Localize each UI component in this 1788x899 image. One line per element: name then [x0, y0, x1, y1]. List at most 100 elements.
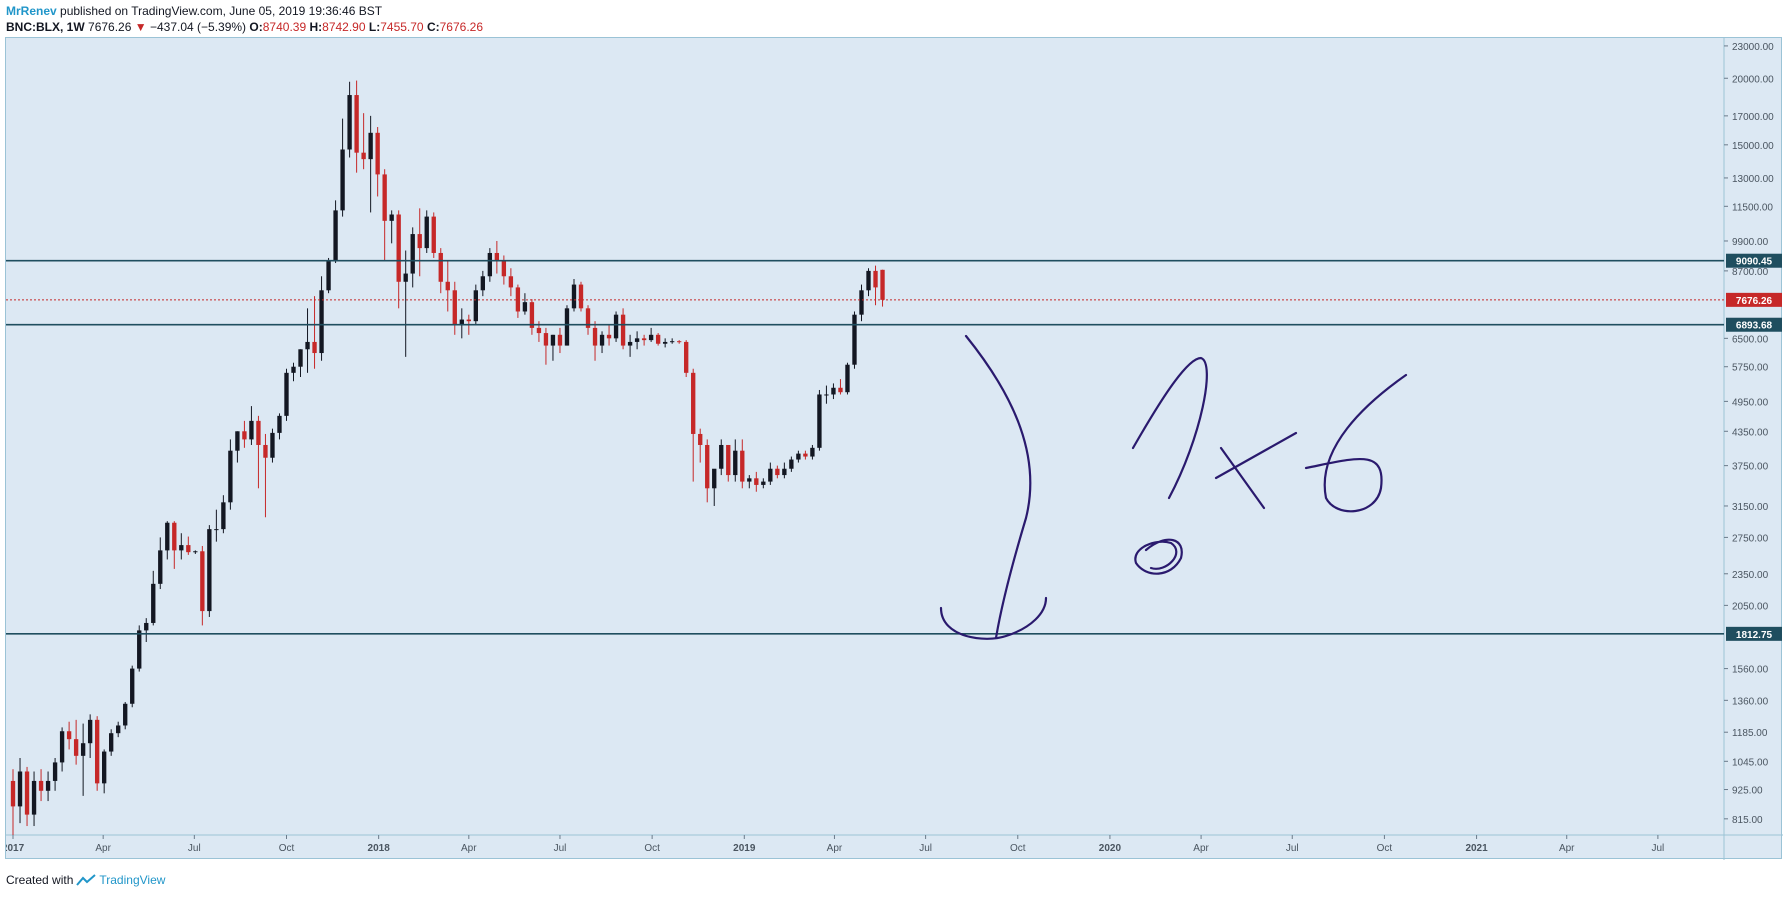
candle-body [522, 302, 528, 312]
candle-body [761, 481, 766, 485]
chart-area[interactable]: 9090.45 6893.68 1812.75 7676.26 23000.00 200… [5, 37, 1783, 860]
time-tick-label: Apr [1559, 843, 1575, 854]
candle-body [684, 341, 689, 373]
candle-body [866, 270, 871, 291]
candle-body [200, 551, 205, 612]
candle-body [740, 450, 745, 482]
price-tick-label: 1045.00 [1732, 757, 1769, 768]
candle-body [487, 252, 493, 277]
candle-body [620, 314, 626, 346]
price-tick-label: 23000.00 [1732, 42, 1774, 53]
price-tick-label: 9900.00 [1732, 237, 1769, 248]
candle-body [130, 668, 135, 704]
price-tick-label: 815.00 [1732, 815, 1763, 826]
time-axis[interactable]: 2017 Apr Jul Oct 2018 Apr Jul Oct 2019 Apr Jul Oct 2… [6, 835, 1664, 854]
level-badge[interactable] [1726, 253, 1782, 268]
low-label: L: [368, 20, 381, 34]
candle-body [165, 522, 170, 551]
candle-body [109, 733, 114, 752]
candle-body [298, 349, 303, 367]
time-tick-label: Jul [919, 843, 932, 854]
published-text: published on TradingView.com, June 05, 2… [60, 4, 383, 18]
candle-body [235, 431, 240, 451]
candle-body [396, 214, 401, 282]
candle-body [810, 447, 815, 457]
candle-body [186, 545, 191, 553]
candle-body [859, 290, 864, 315]
candle-body [403, 273, 408, 282]
candle-body [459, 319, 464, 325]
tradingview-brand-link[interactable]: TradingView [99, 873, 166, 887]
candle-body [431, 216, 436, 253]
candle-body [691, 372, 696, 434]
time-tick-label: Oct [1010, 843, 1026, 854]
candle-body [80, 743, 86, 756]
price-tick-label: 4950.00 [1732, 397, 1769, 408]
candle-body [172, 522, 177, 551]
candle-body [606, 334, 612, 339]
candle-body [66, 731, 72, 740]
candle-body [648, 334, 654, 341]
candle-body [824, 394, 829, 396]
candle-body [803, 453, 808, 457]
candle-body [838, 387, 843, 393]
author-link[interactable]: MrRenev [6, 4, 57, 18]
price-axis[interactable]: 23000.00 20000.00 17000.00 15000.00 13000.00… [1724, 42, 1774, 826]
candle-body [852, 314, 857, 365]
candle-body [10, 780, 16, 807]
handwritten-drawing [939, 334, 1408, 640]
candle-body [193, 551, 198, 553]
candle-body [627, 341, 633, 346]
last-price: 7676.26 [88, 20, 132, 34]
candle-body [529, 302, 535, 328]
level-badge[interactable] [1726, 626, 1782, 641]
drawn-multiply-stroke-1 [1214, 431, 1298, 480]
level-badge-label: 9090.45 [1736, 257, 1773, 268]
candle-body [410, 234, 415, 274]
time-tick-label: Oct [644, 843, 660, 854]
level-badge-label: 1812.75 [1736, 630, 1773, 641]
publish-info: MrRenev published on TradingView.com, Ju… [6, 4, 382, 18]
price-tick-label: 5750.00 [1732, 363, 1769, 374]
time-tick-label: 2020 [1099, 843, 1122, 854]
candle-body [733, 450, 738, 476]
candle-body [782, 468, 787, 476]
candle-body [94, 719, 100, 784]
candle-body [424, 216, 429, 249]
candle-body [775, 468, 780, 476]
drawn-multiply-stroke-2 [1219, 446, 1266, 510]
candle-body [677, 341, 682, 343]
price-tick-label: 11500.00 [1732, 202, 1773, 213]
down-arrow-icon: ▼ [134, 20, 147, 34]
price-tick-label: 2350.00 [1732, 570, 1769, 581]
candle-body [319, 290, 324, 354]
level-badge[interactable] [1726, 317, 1782, 332]
candle-body [291, 366, 296, 373]
price-tick-label: 1560.00 [1732, 665, 1769, 676]
candle-body [382, 174, 387, 221]
candle-body [101, 751, 107, 784]
candle-body [326, 260, 331, 291]
candle-body [270, 432, 275, 458]
price-tick-label: 1360.00 [1732, 696, 1769, 707]
candle-body [662, 341, 668, 344]
candle-body [144, 622, 149, 631]
tradingview-logo-icon[interactable] [76, 874, 97, 886]
time-tick-label: Jul [1286, 843, 1299, 854]
candle-body [585, 308, 591, 328]
candle-body [242, 431, 247, 440]
candle-body [73, 739, 79, 756]
price-chart[interactable]: 9090.45 6893.68 1812.75 7676.26 23000.00 200… [6, 38, 1783, 860]
last-price-badge[interactable] [1726, 292, 1782, 307]
candle-body [38, 780, 44, 791]
drawn-question-mark [1131, 356, 1208, 500]
candle-body [438, 252, 443, 282]
candle-body [137, 630, 142, 669]
candles-group [10, 80, 885, 835]
time-tick-label: Apr [827, 843, 843, 854]
candle-body [305, 341, 310, 350]
high-value: 8742.90 [322, 20, 366, 34]
candle-body [87, 719, 93, 744]
candle-body [754, 478, 759, 485]
candle-body [550, 334, 556, 346]
